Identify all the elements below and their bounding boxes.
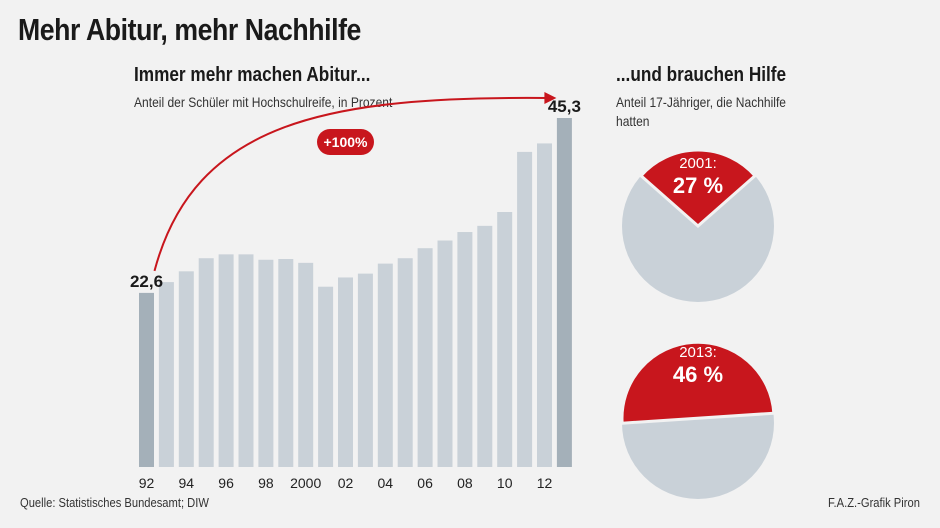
x-axis-ticks: 92 94 96 98 2000 02 04 06 08 10 12	[139, 475, 553, 491]
pie-highlight-slice	[620, 340, 776, 425]
bar-series	[139, 118, 572, 468]
bar-2003	[357, 273, 373, 467]
data-label: 22,6	[130, 272, 163, 291]
pie-value-label: 46 %	[673, 362, 723, 387]
pie-chart-heading: ...und brauchen Hilfe	[616, 64, 787, 86]
credit-note: F.A.Z.-Grafik Piron	[828, 495, 920, 510]
pie-chart-note: Anteil 17-Jähriger, die Nachhilfe hatten	[616, 94, 786, 129]
bar-1998	[258, 259, 274, 467]
pie-1: 2001:27 %	[622, 148, 774, 302]
bar-2005	[397, 258, 413, 467]
bar-chart-note: Anteil der Schüler mit Hochschulreife, i…	[134, 94, 393, 110]
page-title: Mehr Abitur, mehr Nachhilfe	[18, 12, 361, 47]
x-tick-label: 98	[258, 475, 274, 491]
x-tick-label: 94	[179, 475, 195, 491]
bar-2013	[556, 118, 572, 467]
pie-2: 2013:46 %	[620, 340, 776, 499]
bar-1994	[178, 271, 194, 467]
bar-2008	[457, 232, 473, 467]
x-tick-label: 08	[457, 475, 473, 491]
bar-2000	[298, 262, 314, 467]
x-tick-label: 06	[417, 475, 433, 491]
bar-2007	[437, 240, 453, 467]
growth-badge-label: +100%	[324, 134, 369, 150]
pie-year-label: 2013:	[679, 344, 717, 361]
bar-chart-heading: Immer mehr machen Abitur...	[134, 64, 371, 86]
bar-1997	[238, 254, 254, 467]
bar-1999	[278, 258, 294, 467]
x-tick-label: 12	[537, 475, 553, 491]
data-label: 45,3	[548, 97, 581, 116]
bar-1996	[218, 254, 234, 467]
growth-badge	[317, 129, 374, 155]
bar-1993	[158, 282, 174, 467]
x-tick-label: 96	[218, 475, 234, 491]
x-tick-label: 04	[378, 475, 394, 491]
bar-2006	[417, 248, 433, 467]
bar-data-labels: 22,6 45,3	[130, 97, 581, 291]
bar-2001	[318, 286, 334, 467]
bar-2012	[537, 143, 552, 468]
bar-2004	[377, 263, 393, 467]
growth-arrow: +100%	[153, 92, 557, 272]
pie-year-label: 2001:	[679, 155, 717, 172]
pie-charts: 2001:27 % 2013:46 %	[620, 148, 776, 499]
pie-highlight-slice	[638, 148, 758, 228]
x-tick-label: 02	[338, 475, 354, 491]
bar-2009	[477, 225, 493, 467]
arrow-line	[153, 96, 549, 272]
pie-value-label: 27 %	[673, 173, 723, 198]
x-tick-label: 92	[139, 475, 155, 491]
source-note: Quelle: Statistisches Bundesamt; DIW	[20, 495, 209, 510]
bar-1995	[198, 258, 214, 467]
bar-2011	[517, 151, 533, 468]
bar-1992	[139, 292, 154, 467]
x-tick-label: 10	[497, 475, 513, 491]
arrow-head	[544, 92, 557, 104]
bar-2002	[338, 277, 353, 467]
x-tick-label: 2000	[290, 475, 321, 491]
bar-2010	[497, 211, 513, 467]
